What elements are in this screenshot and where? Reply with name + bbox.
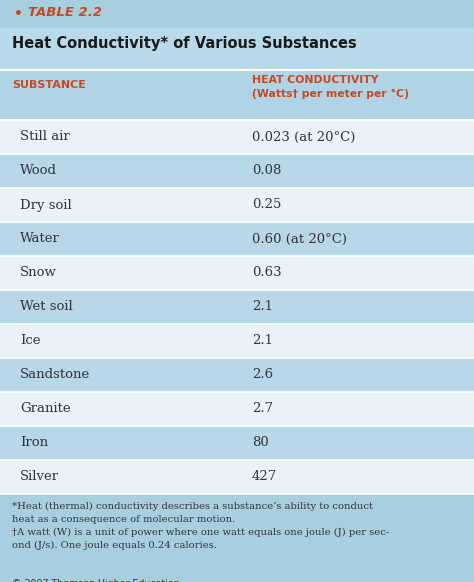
- Text: Iron: Iron: [20, 436, 48, 449]
- Text: Still air: Still air: [20, 130, 70, 144]
- Text: 0.023 (at 20°C): 0.023 (at 20°C): [252, 130, 356, 144]
- Bar: [0, 154, 474, 188]
- Text: *Heat (thermal) conductivity describes a substance’s ability to conduct
heat as : *Heat (thermal) conductivity describes a…: [12, 502, 389, 550]
- Bar: [0, 256, 474, 290]
- Text: Granite: Granite: [20, 403, 71, 416]
- Text: 2.1: 2.1: [252, 300, 273, 314]
- Text: Sandstone: Sandstone: [20, 368, 90, 381]
- Text: 427: 427: [252, 470, 277, 484]
- Bar: [0, 392, 474, 426]
- Bar: [0, 460, 474, 494]
- Bar: [0, 28, 474, 70]
- Bar: [0, 494, 474, 574]
- Text: Wood: Wood: [20, 165, 57, 178]
- Text: SUBSTANCE: SUBSTANCE: [12, 80, 86, 90]
- Bar: [0, 290, 474, 324]
- Bar: [0, 574, 474, 582]
- Bar: [0, 222, 474, 256]
- Text: •: •: [14, 7, 23, 21]
- Text: 0.25: 0.25: [252, 198, 282, 211]
- Text: Water: Water: [20, 232, 60, 246]
- Bar: [0, 188, 474, 222]
- Text: Silver: Silver: [20, 470, 59, 484]
- Text: Ice: Ice: [20, 335, 40, 347]
- Text: 2.1: 2.1: [252, 335, 273, 347]
- Text: 2.6: 2.6: [252, 368, 273, 381]
- Text: Snow: Snow: [20, 267, 57, 279]
- Text: Heat Conductivity* of Various Substances: Heat Conductivity* of Various Substances: [12, 36, 357, 51]
- Bar: [0, 0, 474, 28]
- Text: 80: 80: [252, 436, 269, 449]
- Text: © 2007 Thomson Higher Education: © 2007 Thomson Higher Education: [12, 579, 180, 582]
- Bar: [0, 120, 474, 154]
- Text: 0.08: 0.08: [252, 165, 282, 178]
- Bar: [0, 358, 474, 392]
- Text: 0.60 (at 20°C): 0.60 (at 20°C): [252, 232, 347, 246]
- Text: 2.7: 2.7: [252, 403, 273, 416]
- Bar: [0, 426, 474, 460]
- Text: 0.63: 0.63: [252, 267, 282, 279]
- Bar: [0, 324, 474, 358]
- Bar: [0, 70, 474, 120]
- Text: HEAT CONDUCTIVITY
(Watts† per meter per °C): HEAT CONDUCTIVITY (Watts† per meter per …: [252, 75, 409, 99]
- Text: TABLE 2.2: TABLE 2.2: [28, 6, 102, 19]
- Text: Dry soil: Dry soil: [20, 198, 72, 211]
- Text: Wet soil: Wet soil: [20, 300, 73, 314]
